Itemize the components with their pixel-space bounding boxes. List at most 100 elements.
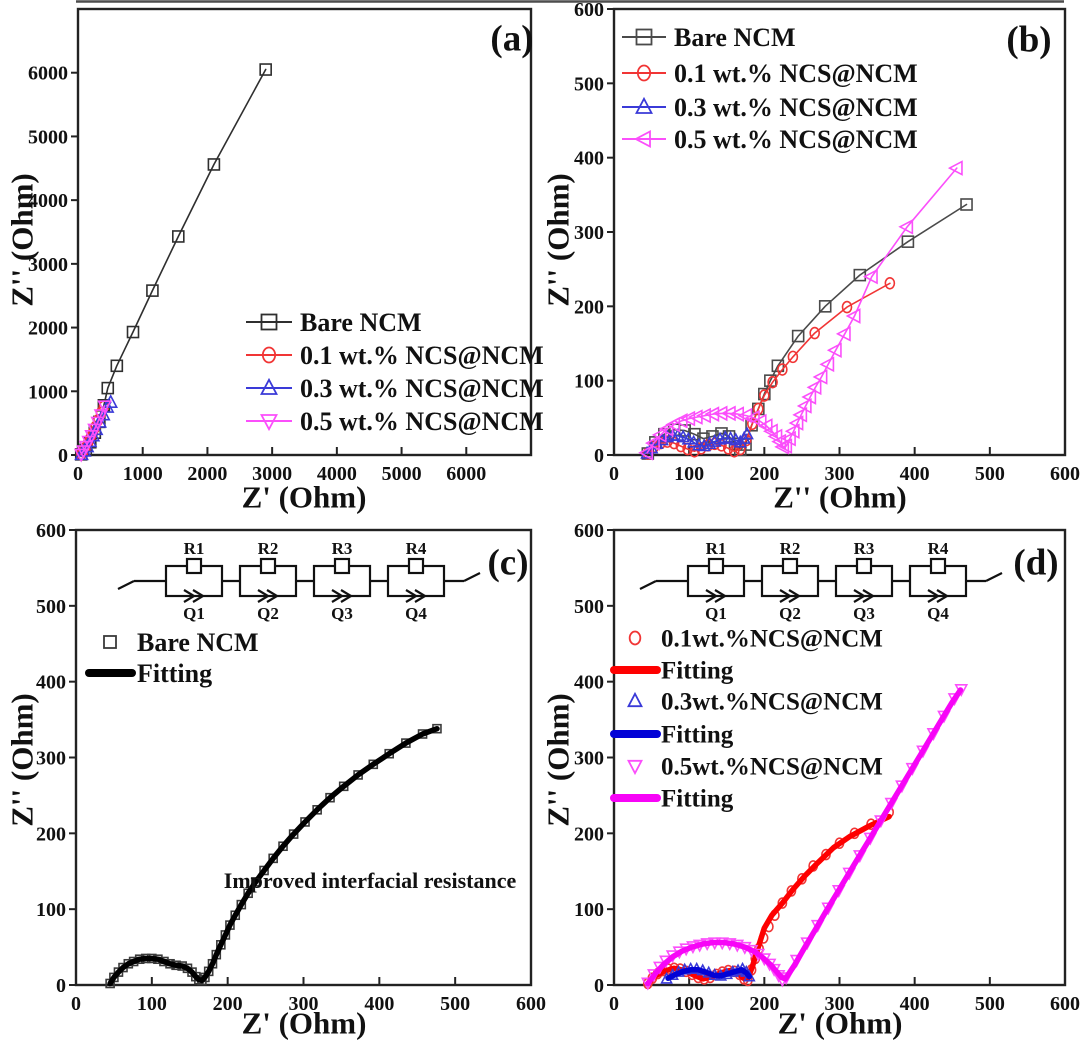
fit-line bbox=[645, 687, 964, 987]
cpe-label: Q2 bbox=[779, 604, 801, 623]
series-fitting-0-5- bbox=[645, 687, 964, 987]
tri-left-marker bbox=[658, 421, 674, 437]
tri-left-marker bbox=[762, 423, 778, 440]
legend-item: Bare NCM bbox=[246, 308, 422, 337]
resistor-label: R2 bbox=[258, 539, 279, 558]
x-tick-label: 200 bbox=[749, 993, 779, 1015]
circle-marker bbox=[786, 885, 797, 897]
tri-up-marker bbox=[733, 434, 748, 448]
legend-item: Fitting bbox=[610, 786, 734, 813]
resistor-label: R4 bbox=[928, 539, 949, 558]
y-tick-label: 4000 bbox=[28, 190, 68, 212]
square-marker bbox=[818, 300, 832, 313]
tri-up-marker bbox=[740, 426, 754, 440]
y-tick-label: 100 bbox=[574, 899, 604, 921]
legend-item: 0.1 wt.% NCS@NCM bbox=[622, 59, 918, 88]
series-0-5-wt-ncs-ncm bbox=[638, 160, 963, 461]
fit-line bbox=[107, 725, 440, 987]
x-tick-label: 600 bbox=[516, 993, 546, 1015]
legend-item: 0.1wt.%NCS@NCM bbox=[628, 626, 883, 653]
tri-left-marker bbox=[638, 444, 654, 461]
x-tick-label: 500 bbox=[440, 993, 470, 1015]
legend-item: Bare NCM bbox=[622, 23, 796, 52]
cpe-label: Q3 bbox=[331, 604, 353, 623]
data-line bbox=[80, 68, 267, 456]
y-tick-label: 0 bbox=[594, 445, 604, 467]
resistor-label: R2 bbox=[780, 539, 801, 558]
circle-marker bbox=[841, 300, 853, 314]
tri-left-marker bbox=[947, 160, 963, 176]
panel-a-y-title: Z'' (Ohm) bbox=[4, 173, 40, 307]
legend: Bare NCM 0.1 wt.% NCS@NCM 0.3 wt.% NCS@NCM… bbox=[622, 23, 918, 154]
tri-left-marker bbox=[845, 308, 861, 324]
legend: Bare NCM 0.1 wt.% NCS@NCM 0.3 wt.% NCS@NCM… bbox=[246, 308, 544, 436]
tri-left-marker bbox=[898, 218, 914, 235]
cpe-label: Q4 bbox=[405, 604, 427, 623]
y-tick-label: 600 bbox=[574, 0, 604, 21]
tri-left-marker bbox=[680, 410, 696, 427]
tri-down-marker bbox=[87, 423, 102, 438]
y-tick-label: 6000 bbox=[28, 63, 68, 85]
legend-item: 0.3wt.%NCS@NCM bbox=[627, 689, 883, 716]
resistor-label: R1 bbox=[706, 539, 727, 558]
tri-left-marker bbox=[796, 398, 812, 414]
x-tick-label: 600 bbox=[1050, 463, 1080, 485]
square-marker bbox=[126, 325, 140, 339]
legend-label: Fitting bbox=[661, 722, 734, 749]
x-tick-label: 5000 bbox=[382, 463, 422, 485]
tri-left-marker bbox=[826, 342, 842, 359]
square-marker bbox=[101, 381, 115, 395]
circle-marker bbox=[628, 630, 642, 646]
x-tick-label: 2000 bbox=[187, 463, 227, 485]
cpe-label: Q2 bbox=[257, 604, 279, 623]
y-tick-label: 0 bbox=[56, 975, 66, 997]
cpe-label: Q1 bbox=[183, 604, 205, 623]
panel-a: 0 1000 2000 3000 4000 5000 6000 0 1000 2000 3000 40… bbox=[28, 7, 544, 485]
series-fitting-0-3- bbox=[665, 967, 753, 981]
tri-down-marker bbox=[97, 400, 112, 415]
panel-b-x-title: Z'' (Ohm) bbox=[773, 479, 907, 515]
y-tick-label: 500 bbox=[574, 73, 604, 95]
cpe-label: Q4 bbox=[927, 604, 949, 623]
x-tick-label: 200 bbox=[213, 993, 243, 1015]
square-marker bbox=[146, 284, 159, 297]
tri-left-marker bbox=[862, 268, 878, 285]
panel-c-x-title: Z' (Ohm) bbox=[241, 1005, 367, 1041]
legend-label: Fitting bbox=[137, 659, 212, 688]
x-tick-label: 0 bbox=[609, 993, 619, 1015]
fit-line bbox=[665, 967, 753, 981]
tri-up-marker bbox=[713, 431, 727, 445]
y-tick-label: 200 bbox=[574, 823, 604, 845]
series-0-5-wt-ncs-ncm bbox=[73, 400, 112, 463]
tri-left-marker bbox=[792, 407, 808, 423]
legend-item: Fitting bbox=[85, 659, 212, 688]
cpe-label: Q3 bbox=[853, 604, 875, 623]
x-tick-label: 1000 bbox=[123, 463, 163, 485]
series-fitting bbox=[107, 725, 440, 987]
x-tick-label: 4000 bbox=[317, 463, 357, 485]
data-line bbox=[646, 282, 891, 455]
x-tick-label: 0 bbox=[73, 463, 83, 485]
x-tick-label: 500 bbox=[975, 463, 1005, 485]
panel-a-x-title: Z' (Ohm) bbox=[241, 479, 367, 515]
square-marker bbox=[960, 198, 973, 211]
tri-up-marker bbox=[660, 429, 675, 443]
square-marker bbox=[110, 359, 124, 373]
resistor-label: R3 bbox=[332, 539, 353, 558]
x-tick-label: 200 bbox=[749, 463, 779, 485]
y-tick-label: 3000 bbox=[28, 254, 68, 276]
legend-item: 0.1 wt.% NCS@NCM bbox=[246, 341, 544, 370]
fit-line bbox=[645, 813, 892, 987]
y-tick-label: 300 bbox=[36, 748, 66, 770]
equivalent-circuit: R1 Q1 R2 Q2 R3 Q3 R4 Q4 bbox=[639, 539, 1003, 623]
circle-marker bbox=[728, 444, 740, 458]
tri-down-marker bbox=[627, 759, 643, 776]
y-tick-label: 100 bbox=[36, 899, 66, 921]
y-tick-label: 600 bbox=[574, 520, 604, 542]
x-tick-label: 6000 bbox=[446, 463, 486, 485]
legend-label: 0.5 wt.% NCS@NCM bbox=[674, 125, 918, 154]
panel-d: 0 100 200 300 400 500 600 0 100 200 300 400 500 600 0.… bbox=[574, 520, 1080, 1015]
x-tick-label: 0 bbox=[71, 993, 81, 1015]
plot-box bbox=[74, 528, 533, 987]
x-tick-label: 400 bbox=[900, 463, 930, 485]
